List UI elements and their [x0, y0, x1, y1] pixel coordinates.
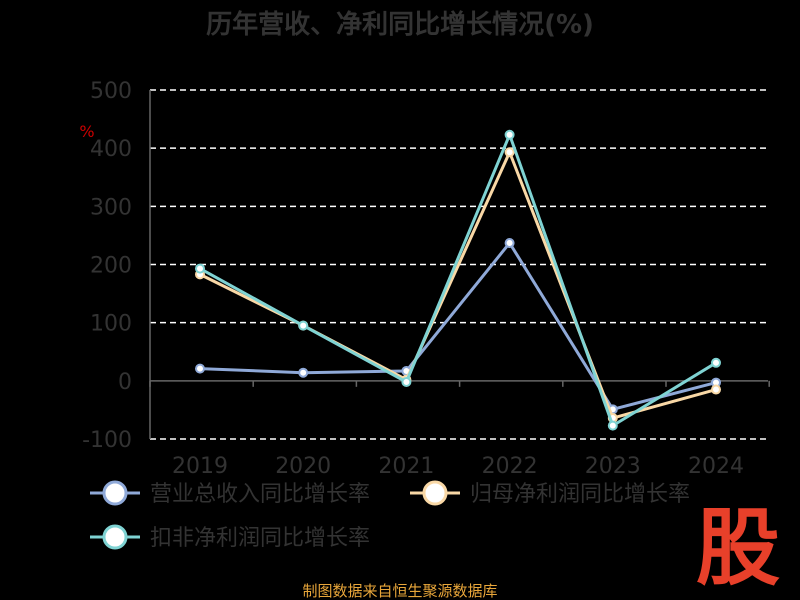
x-tick-label: 2020: [275, 454, 331, 479]
grid: [150, 89, 768, 440]
chart-title: 历年营收、净利同比增长情况(%): [206, 9, 594, 40]
data-point: [298, 320, 309, 331]
series-line-1: [199, 241, 717, 411]
series-line-2: [199, 150, 717, 420]
data-point: [504, 237, 515, 248]
y-tick-label: 500: [90, 79, 132, 104]
legend-label: 归母净利润同比增长率: [470, 482, 690, 507]
x-tick-label: 2019: [172, 454, 228, 479]
legend-marker: [422, 480, 448, 506]
data-point: [195, 363, 205, 374]
legend-label: 营业总收入同比增长率: [150, 482, 370, 507]
x-tick-label: 2024: [688, 454, 744, 479]
data-point: [504, 147, 515, 158]
y-tick-label: 400: [90, 137, 132, 162]
series-line-3: [199, 133, 717, 428]
data-point: [504, 129, 515, 140]
x-tick-label: 2023: [585, 454, 641, 479]
y-tick-label: 200: [90, 254, 132, 279]
legend-marker: [102, 480, 128, 506]
y-axis-label: %: [79, 122, 94, 141]
series-lines: [195, 129, 721, 431]
data-point: [401, 376, 412, 387]
data-point: [298, 367, 309, 378]
data-point: [195, 263, 205, 274]
logo: 股: [696, 499, 780, 597]
y-tick-label: 300: [90, 195, 132, 220]
data-point: [711, 384, 721, 395]
x-tick-label: 2022: [482, 454, 538, 479]
axes: 500 400 300 200 100 0 -100 2019 2020 2021 2022 2023…: [82, 79, 770, 479]
y-tick-label: 100: [90, 312, 132, 337]
y-tick-label: -100: [82, 428, 132, 453]
source-note: 制图数据来自恒生聚源数据库: [302, 582, 497, 600]
x-tick-label: 2021: [378, 454, 434, 479]
data-point: [711, 357, 721, 368]
legend-label: 扣非净利润同比增长率: [150, 526, 370, 551]
legend-marker: [102, 524, 128, 550]
data-point: [607, 420, 618, 431]
y-tick-label: 0: [118, 370, 132, 395]
